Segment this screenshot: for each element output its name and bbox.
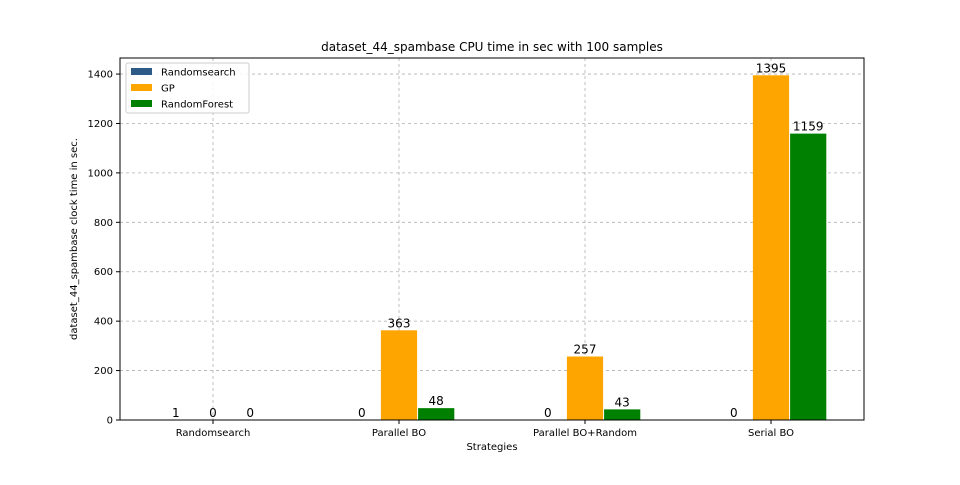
y-tick-label: 800 [94, 218, 113, 229]
bar [604, 409, 640, 420]
y-tick-label: 0 [107, 416, 113, 427]
x-tick-label: Randomsearch [176, 428, 251, 439]
y-tick-label: 200 [94, 366, 113, 377]
y-tick-label: 400 [94, 317, 113, 328]
data-label: 0 [246, 406, 254, 420]
data-label: 363 [388, 316, 411, 330]
bar [381, 330, 417, 420]
bar [753, 75, 789, 420]
x-tick-label: Parallel BO [372, 428, 426, 439]
bar [567, 356, 603, 420]
y-tick-label: 600 [94, 267, 113, 278]
data-label: 43 [615, 395, 630, 409]
legend-swatch [131, 84, 152, 91]
legend-swatch [131, 100, 152, 107]
y-tick-label: 1400 [88, 70, 113, 81]
legend-label: RandomForest [161, 100, 233, 111]
chart-title: dataset_44_spambase CPU time in sec with… [321, 40, 663, 54]
data-label: 0 [544, 406, 552, 420]
x-tick-label: Serial BO [748, 428, 794, 439]
data-label: 257 [574, 342, 597, 356]
x-tick-label: Parallel BO+Random [533, 428, 637, 439]
legend-label: Randomsearch [161, 68, 236, 79]
data-label: 1 [172, 406, 180, 420]
data-label: 1159 [793, 120, 824, 134]
legend-swatch [131, 68, 152, 75]
data-label: 1395 [756, 61, 787, 75]
x-axis-label: Strategies [466, 442, 517, 453]
y-axis-label: dataset_44_spambase clock time in sec. [69, 138, 80, 340]
y-tick-label: 1200 [88, 119, 113, 130]
bar [790, 134, 826, 420]
data-label: 48 [429, 394, 444, 408]
data-label: 0 [730, 406, 738, 420]
bar [418, 408, 454, 420]
y-tick-label: 1000 [88, 168, 113, 179]
legend-label: GP [161, 84, 175, 95]
data-label: 0 [209, 406, 217, 420]
data-label: 0 [358, 406, 366, 420]
legend: Randomsearch GP RandomForest [126, 63, 249, 113]
